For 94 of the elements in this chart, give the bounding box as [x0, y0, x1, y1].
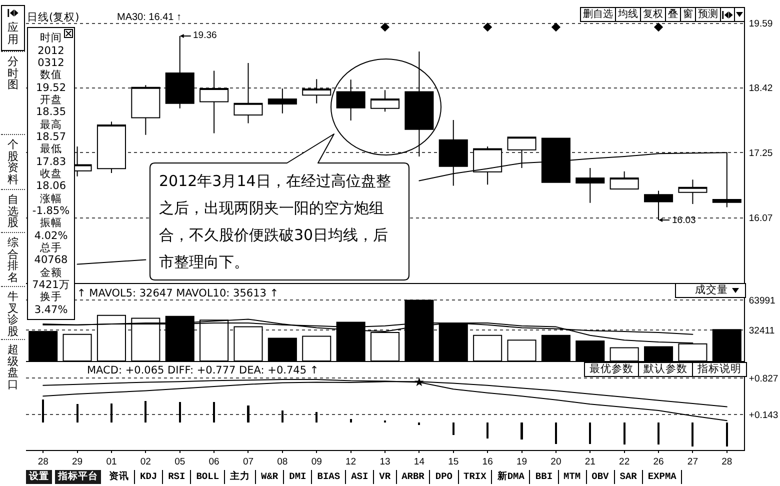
text: 资讯 — [104, 470, 135, 484]
text: 自选股 — [7, 193, 19, 229]
text: TRIX — [458, 470, 492, 484]
x-tick-label: 15 — [448, 456, 459, 468]
annotation: 19.52 — [36, 82, 66, 94]
x-tick-label: 21 — [584, 456, 596, 468]
text: BBI — [530, 470, 559, 484]
x-tick-label: 08 — [277, 456, 288, 468]
annotation: 17.83 — [36, 156, 66, 168]
x-tick-label: 13 — [380, 456, 390, 468]
annotation: 开盘 — [40, 94, 62, 106]
text: 新DMA — [492, 470, 530, 484]
annotation: 均线 — [615, 7, 641, 22]
x-tick-label: 06 — [208, 456, 220, 468]
y-tick-label: 16.07 — [748, 213, 773, 224]
annotation: 删自选 — [580, 7, 616, 22]
text: 牛叉诊股 — [7, 290, 19, 338]
annotation: 复权 — [640, 7, 666, 22]
text: 主力 — [225, 470, 256, 484]
x-tick-label: 20 — [550, 456, 562, 468]
annotation: 总手 — [40, 242, 62, 254]
text: SAR — [614, 470, 643, 484]
y-tick-label: 17.25 — [748, 148, 773, 159]
annotation: 收盘 — [40, 168, 62, 180]
x-tick-label: 01 — [106, 456, 117, 468]
annotation: 窗 — [680, 7, 696, 22]
y-tick-label: +0.827 — [748, 373, 778, 384]
text: OBV — [586, 470, 615, 484]
text: W&R — [256, 470, 284, 484]
y-tick-label: 32411 — [748, 326, 775, 337]
annotation: 3.47% — [34, 304, 68, 316]
x-tick-label: 28 — [38, 456, 48, 468]
annotation: 0312 — [38, 56, 64, 69]
text: BOLL — [191, 470, 226, 484]
text: MTM — [558, 470, 587, 484]
annotation: 预测 — [695, 7, 721, 22]
annotation: 叠 — [665, 7, 681, 22]
text: 设置 — [26, 470, 52, 484]
text: 综合排名 — [7, 236, 19, 284]
x-tick-label: 09 — [311, 456, 322, 468]
annotation: 2012年3月14日，在经过高位盘整之后，出现两阴夹一阳的空方炮组合，不久股价便跌破30日均线，后市整理向下。 — [159, 171, 392, 273]
y-tick-label: 63991 — [748, 296, 776, 307]
y-tick-label: +0.143 — [748, 410, 778, 421]
text: RSI — [163, 470, 192, 484]
x-tick-label: 14 — [414, 456, 424, 468]
chart-subtitle: MA30: 16.41 ↑ — [117, 12, 182, 23]
annotation: 振幅 — [40, 217, 62, 230]
x-tick-label: 12 — [346, 456, 356, 468]
annotation: 金额 — [40, 266, 62, 279]
annotation: 时间 — [40, 32, 62, 44]
annotation: 4.02% — [34, 230, 68, 242]
text: VR — [374, 470, 397, 484]
annotation: 7421万 — [32, 278, 70, 291]
annotation: 2012 — [38, 44, 64, 57]
x-tick-label: 22 — [619, 456, 630, 468]
chart-title: ↑ MAVOL5: 32647 MAVOL10: 35613 ↑ — [77, 288, 279, 300]
annotation: 19.36 — [193, 30, 217, 41]
text: 超级盘口 — [7, 343, 19, 390]
text: 个股资料 — [7, 138, 19, 186]
chart-title: 日线(复权) — [27, 10, 80, 24]
text: 分时图 — [7, 55, 19, 91]
annotation: 最低 — [40, 143, 62, 156]
x-tick-label: 07 — [242, 456, 254, 468]
text: 应用 — [7, 21, 19, 46]
x-tick-label: 05 — [174, 456, 186, 468]
annotation: 换手 — [40, 291, 62, 304]
text: 指标平台 — [55, 470, 101, 484]
x-tick-label: 28 — [722, 456, 732, 468]
y-tick-label: 18.42 — [748, 83, 773, 94]
x-tick-label: 19 — [516, 456, 528, 468]
annotation: 成交量 — [695, 284, 728, 297]
text: EXPMA — [642, 470, 682, 484]
x-tick-label: 02 — [140, 456, 151, 468]
annotation: 40768 — [34, 254, 68, 266]
text: DMI — [284, 470, 312, 484]
annotation: 数值 — [40, 69, 62, 82]
annotation: 最高 — [40, 118, 62, 131]
text: ARBR — [396, 470, 430, 484]
text: ASI — [346, 470, 374, 484]
annotation: 涨幅 — [40, 192, 62, 205]
y-tick-label: 19.59 — [748, 18, 773, 30]
text: BIAS — [312, 470, 346, 484]
x-tick-label: 26 — [653, 456, 664, 468]
annotation: 16.03 — [672, 215, 696, 226]
annotation: 18.35 — [36, 106, 66, 118]
x-tick-label: 29 — [72, 456, 83, 468]
text: DPO — [430, 470, 458, 484]
x-tick-label: 27 — [687, 456, 698, 468]
text: KDJ — [135, 470, 164, 484]
chart-title: MACD: +0.065 DIFF: +0.777 DEA: +0.745 ↑ — [87, 364, 319, 377]
annotation: 18.57 — [36, 130, 66, 143]
x-tick-label: 16 — [482, 456, 493, 468]
annotation: 18.06 — [36, 180, 66, 192]
annotation: -1.85% — [32, 204, 70, 217]
